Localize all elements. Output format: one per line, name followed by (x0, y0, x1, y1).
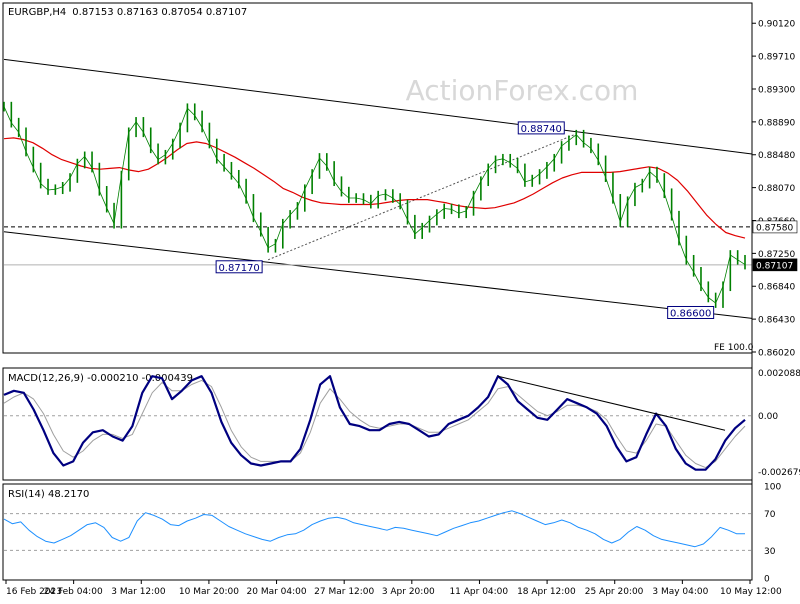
price-tick-label: 0.89710 (758, 53, 795, 63)
rsi-tick-label: 0 (764, 575, 770, 585)
level-tag-label: 0.87580 (756, 223, 793, 233)
swing-dotted-line (267, 133, 577, 261)
time-tick-label: 3 Mar 12:00 (111, 587, 166, 597)
level-tag-label: 0.87107 (756, 261, 793, 271)
symbol-label: EURGBP,H4 0.87153 0.87163 0.87054 0.87107 (8, 7, 247, 18)
macd-tick-label: -0.002679 (758, 468, 800, 478)
rsi-line (3, 510, 745, 548)
time-tick-label: 24 Feb 04:00 (44, 587, 103, 597)
time-tick-label: 3 May 04:00 (652, 587, 708, 597)
watermark: ActionForex.com (406, 74, 639, 107)
rsi-tick-label: 30 (764, 547, 776, 557)
time-tick-label: 10 Mar 20:00 (179, 587, 239, 597)
price-tick-label: 0.86020 (758, 349, 795, 359)
annotation-box (517, 121, 565, 135)
rsi-title: RSI(14) 48.2170 (8, 489, 89, 500)
price-tick-label: 0.88890 (758, 118, 795, 128)
macd-trendline (497, 375, 726, 431)
price-tick-label: 0.88070 (758, 184, 795, 194)
moving-average-line (3, 137, 746, 239)
time-tick-label: 11 Apr 04:00 (449, 587, 508, 597)
time-tick-label: 3 Apr 20:00 (382, 587, 435, 597)
rsi-tick-label: 100 (764, 483, 781, 493)
price-tick-label: 0.86840 (758, 283, 795, 293)
annotation-label: 0.87170 (218, 263, 259, 274)
price-tick-label: 0.86430 (758, 316, 795, 326)
annotation-box (215, 260, 263, 274)
price-tick-label: 0.89300 (758, 85, 795, 95)
rsi-panel (2, 483, 753, 581)
price-tick-label: 0.87250 (758, 250, 795, 260)
macd-panel (2, 367, 753, 481)
annotation-box (667, 305, 715, 319)
time-tick-label: 20 Mar 04:00 (247, 587, 307, 597)
channel-upper-line (3, 58, 753, 155)
channel-lower-line (3, 231, 753, 319)
macd-tick-label: 0.00 (758, 412, 778, 422)
time-tick-label: 27 Mar 12:00 (314, 587, 374, 597)
macd-tick-label: 0.002088 (758, 369, 800, 379)
macd-line (3, 375, 746, 471)
macd-signal-line (3, 379, 746, 469)
macd-title: MACD(12,26,9) -0.000210 -0.000439 (8, 373, 193, 384)
rsi-tick-label: 70 (764, 510, 776, 520)
fe-label: FE 100.0 (714, 343, 754, 353)
annotation-label: 0.88740 (521, 124, 562, 135)
price-panel (2, 2, 753, 354)
time-tick-label: 25 Apr 20:00 (585, 587, 644, 597)
level-tag (752, 258, 798, 272)
time-tick-label: 16 Feb 2023 (6, 587, 62, 597)
time-tick-label: 18 Apr 12:00 (517, 587, 576, 597)
price-tick-label: 0.90120 (758, 20, 795, 30)
price-tick-label: 0.88480 (758, 151, 795, 161)
level-tag (752, 220, 798, 234)
price-line (3, 106, 746, 304)
time-tick-label: 10 May 12:00 (720, 587, 782, 597)
annotation-label: 0.86600 (670, 308, 711, 319)
